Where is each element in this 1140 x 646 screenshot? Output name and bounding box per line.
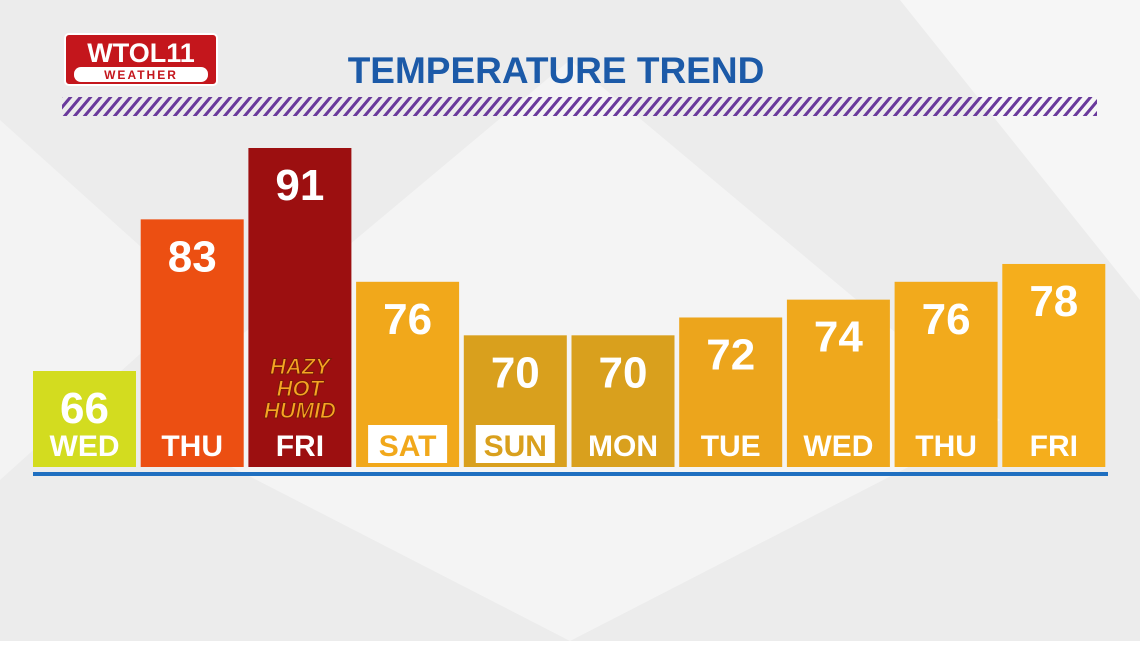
value-label: 91: [275, 161, 324, 210]
logo-pill: [74, 67, 208, 82]
x-tick-label: THU: [161, 430, 223, 463]
annotation: HOT: [277, 376, 325, 401]
x-tick-label: MON: [588, 430, 658, 463]
logo-name: WTOL11: [87, 38, 195, 68]
value-label: 76: [383, 295, 432, 344]
x-tick-label: FRI: [1030, 430, 1078, 463]
x-tick-label: TUE: [701, 430, 761, 463]
annotation: HAZY: [270, 354, 332, 379]
baseline: [33, 472, 1108, 476]
bar: [786, 299, 890, 467]
value-label: 70: [491, 348, 540, 397]
value-label: 66: [60, 384, 109, 433]
value-label: 76: [922, 295, 971, 344]
title-stripe: [62, 97, 1097, 116]
value-label: 78: [1029, 277, 1078, 326]
bar: [33, 371, 136, 467]
value-label: 72: [706, 330, 755, 379]
bar: [571, 335, 675, 467]
bar: [894, 281, 998, 467]
background-shape: [140, 60, 1000, 641]
x-tick-label: WED: [50, 430, 120, 463]
bar: [679, 317, 783, 467]
x-tick-label: WED: [803, 430, 873, 463]
background-shape: [900, 0, 1140, 300]
label-box: [475, 425, 555, 463]
value-label: 70: [599, 348, 648, 397]
value-label: 83: [168, 232, 217, 281]
x-tick-label: SUN: [484, 430, 547, 463]
x-tick-label: FRI: [276, 430, 324, 463]
bar: [140, 219, 244, 467]
bar: [1002, 263, 1106, 467]
x-tick-label: THU: [915, 430, 977, 463]
logo: WTOL11 WEATHER: [64, 33, 218, 86]
chart-title: TEMPERATURE TREND: [348, 50, 765, 91]
bar: [248, 148, 352, 467]
x-tick-label: SAT: [379, 430, 437, 463]
label-box: [368, 425, 448, 463]
annotation: HUMID: [264, 398, 336, 423]
logo-sub: WEATHER: [104, 68, 178, 82]
value-label: 74: [814, 313, 863, 362]
